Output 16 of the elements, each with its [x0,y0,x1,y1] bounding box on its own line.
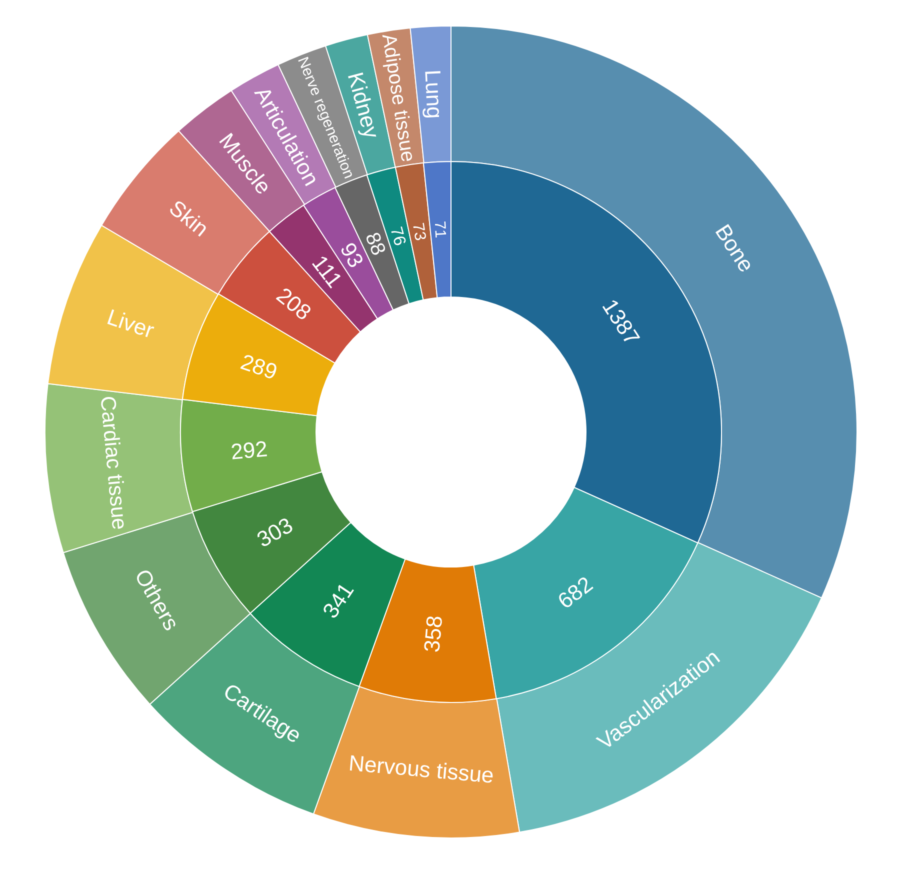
data-label: 292 [230,436,268,464]
data-label: 341 [318,578,359,623]
slice-label: Skin [164,194,214,242]
slice-label: Cardiac tissue [96,394,131,531]
data-label: 208 [272,282,316,326]
slice-label: Lung [420,69,448,120]
data-label: 71 [430,220,449,239]
slice-label: Adipose tissue [377,32,419,164]
data-label: 303 [252,512,297,552]
data-label: 76 [386,224,410,248]
slice-label: Liver [104,304,158,344]
data-label: 682 [552,571,598,614]
data-label: 289 [238,349,280,385]
slice-label: Nervous tissue [348,750,495,788]
data-label: 358 [419,614,448,654]
data-label: 73 [408,222,429,242]
